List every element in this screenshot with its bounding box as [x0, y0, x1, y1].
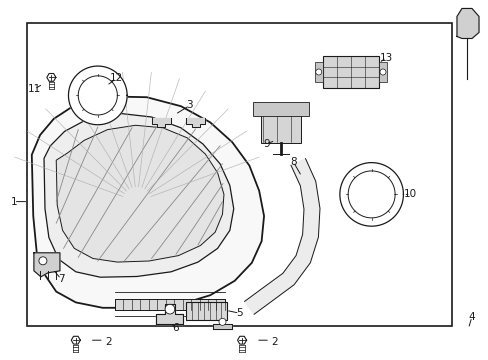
Bar — [322, 56, 378, 88]
Polygon shape — [34, 253, 60, 277]
Bar — [378, 62, 386, 82]
Polygon shape — [339, 163, 403, 226]
Polygon shape — [68, 66, 127, 125]
Text: 7: 7 — [58, 274, 64, 284]
Text: 12: 12 — [109, 73, 123, 84]
Circle shape — [39, 257, 47, 265]
Bar — [253, 102, 308, 116]
Text: 2: 2 — [271, 337, 278, 347]
Circle shape — [165, 304, 174, 314]
Text: 9: 9 — [263, 139, 269, 149]
Polygon shape — [244, 159, 319, 314]
Text: 11: 11 — [27, 84, 41, 94]
Polygon shape — [47, 73, 56, 81]
Polygon shape — [44, 113, 233, 277]
Polygon shape — [32, 96, 264, 308]
Text: 4: 4 — [468, 312, 474, 322]
Polygon shape — [56, 125, 224, 262]
Text: 2: 2 — [105, 337, 112, 347]
Circle shape — [379, 69, 385, 75]
Polygon shape — [456, 9, 478, 39]
Polygon shape — [151, 118, 171, 127]
Polygon shape — [212, 319, 232, 329]
Polygon shape — [185, 118, 205, 127]
Bar — [261, 114, 301, 143]
Bar — [115, 299, 224, 310]
Text: 1: 1 — [10, 197, 17, 207]
Circle shape — [219, 318, 225, 325]
Text: 10: 10 — [404, 189, 416, 199]
Bar — [314, 62, 322, 82]
Bar — [185, 302, 227, 320]
Polygon shape — [237, 336, 246, 344]
Text: 6: 6 — [172, 323, 179, 333]
Text: 5: 5 — [236, 308, 243, 318]
Bar — [27, 23, 451, 326]
Circle shape — [315, 69, 321, 75]
Polygon shape — [71, 336, 80, 344]
Text: 3: 3 — [186, 100, 193, 111]
Polygon shape — [156, 304, 183, 324]
Text: 8: 8 — [289, 157, 296, 167]
Text: 13: 13 — [379, 53, 392, 63]
